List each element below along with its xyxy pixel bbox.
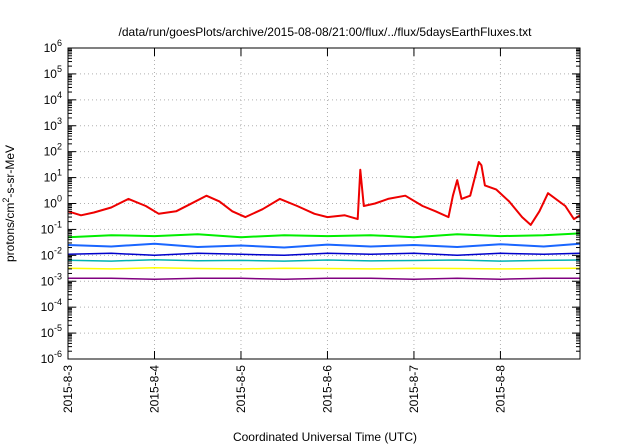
y-axis-title-prefix: protons/cm [3,203,17,262]
y-tick-label-exponent: 2 [57,142,62,152]
y-tick-label: 106 [44,38,62,55]
series-line-1 [68,277,580,280]
y-tick-label: 10-3 [41,271,62,288]
x-tick-label: 2015-8-8 [493,365,507,413]
series-line-6 [67,232,581,239]
y-tick-label-exponent: -4 [54,297,62,307]
ticks: 10-610-510-410-310-210-11001011021031041… [41,38,580,413]
y-tick-label: 10-4 [41,297,62,314]
y-tick-label-exponent: 4 [57,90,62,100]
x-tick-label: 2015-8-6 [320,365,334,413]
y-tick-label-exponent: -1 [54,219,62,229]
y-tick-label-exponent: 6 [57,38,62,48]
y-tick-label-base: 10 [41,352,55,366]
y-tick-label-exponent: -3 [54,271,62,281]
y-tick-label-base: 10 [41,326,55,340]
y-tick-label-base: 10 [44,171,58,185]
y-tick-label-exponent: 5 [57,64,62,74]
y-axis-title-suffix: -s-sr-MeV [3,145,17,198]
y-tick-label: 105 [44,64,62,81]
y-tick-label-base: 10 [44,197,58,211]
y-tick-label: 10-5 [41,323,62,340]
x-tick-label: 2015-8-4 [147,365,161,413]
y-tick-label-base: 10 [41,248,55,262]
chart-title: /data/run/goesPlots/archive/2015-08-08/2… [119,25,533,39]
y-tick-label-base: 10 [44,41,58,55]
x-tick-label: 2015-8-3 [61,365,75,413]
series-line-3 [67,258,581,262]
y-tick-label-exponent: 0 [57,194,62,204]
x-axis-title: Coordinated Universal Time (UTC) [233,430,417,444]
y-tick-label-exponent: -6 [54,349,62,359]
y-tick-label-exponent: 1 [57,168,62,178]
x-tick-label: 2015-8-7 [407,365,421,413]
y-axis-title: protons/cm2-s-sr-MeV [1,145,17,262]
y-tick-label-base: 10 [44,119,58,133]
series-line-4 [67,252,581,257]
y-tick-label: 10-2 [41,245,62,262]
y-tick-label: 10-1 [41,219,62,236]
y-tick-label-base: 10 [44,67,58,81]
y-tick-label: 10-6 [41,349,62,366]
y-tick-label-exponent: 3 [57,116,62,126]
series-line-2 [67,267,581,270]
y-tick-label: 101 [44,168,62,185]
y-tick-label: 102 [44,142,62,159]
y-tick-label-exponent: -5 [54,323,62,333]
y-tick-label: 104 [44,90,62,107]
grid [68,48,580,359]
series-layer [67,161,581,280]
x-tick-label: 2015-8-5 [234,365,248,413]
y-tick-label-base: 10 [41,222,55,236]
y-tick-label-base: 10 [41,300,55,314]
y-tick-label-base: 10 [44,145,58,159]
y-tick-label-base: 10 [41,274,55,288]
series-line-7 [67,161,581,226]
series-line-5 [67,242,581,249]
y-tick-label: 100 [44,194,62,211]
y-tick-label: 103 [44,116,62,133]
y-tick-label-exponent: -2 [54,245,62,255]
y-tick-label-base: 10 [44,93,58,107]
y-axis-title-superscript: 2 [1,198,11,203]
